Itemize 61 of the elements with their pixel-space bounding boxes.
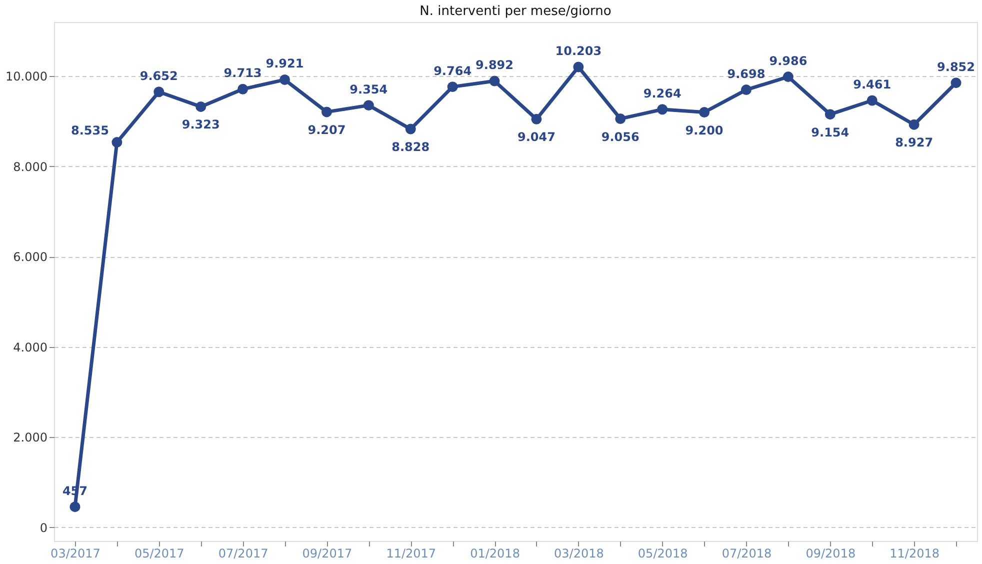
data-label: 9.056 [601,130,640,144]
point [489,76,500,86]
data-label: 9.986 [769,54,808,68]
point [950,78,962,88]
data-label: 9.047 [517,130,556,144]
x-tick-label: 03/2017 [50,546,100,560]
data-label: 9.852 [937,60,976,74]
x-tick-label: 09/2018 [806,546,856,560]
x-tick-label: 11/2018 [890,546,940,560]
point [741,84,752,96]
data-label: 9.354 [350,82,388,96]
point [615,114,626,124]
x-tick-label: 01/2018 [470,546,520,560]
data-label: 9.713 [224,66,262,80]
point [280,74,290,85]
point [657,104,668,115]
point [363,100,374,111]
x-tick-label: 09/2017 [302,546,352,560]
y-tick-label: 2.000 [13,430,48,445]
point [866,95,878,106]
point [238,84,248,94]
x-tick-label: 05/2018 [638,546,688,560]
x-tick-label: 11/2017 [386,546,436,560]
chart-title: N. interventi per mese/giorno [420,4,612,19]
y-tick-label: 6.000 [13,250,48,264]
x-tick-label: 05/2017 [134,546,184,560]
data-label: 8.828 [392,140,430,154]
data-label: 9.154 [811,125,850,140]
point [447,82,458,92]
data-label: 9.698 [727,66,766,81]
y-tick-label: 0 [40,520,48,535]
y-tick-label: 10.000 [6,70,48,84]
x-tick-label: 07/2018 [722,546,772,560]
data-label: 8.535 [70,123,109,138]
y-tick-label: 8.000 [13,160,48,174]
point [196,101,206,112]
data-label: 8.927 [895,136,934,150]
x-tick-label: 07/2017 [218,546,268,560]
data-label: 9.207 [308,122,346,137]
data-label: 9.921 [266,56,304,71]
point [908,119,920,130]
point [782,72,794,82]
data-label: 9.461 [853,77,892,92]
x-tick-label: 03/2018 [554,546,604,560]
y-tick-label: 4.000 [13,340,48,354]
point [70,502,80,512]
data-label: 9.323 [182,118,220,132]
data-label: 9.764 [434,64,472,78]
data-label: 9.200 [685,123,724,138]
point [321,106,332,118]
point [699,107,710,118]
point [405,124,416,134]
point [112,137,122,148]
data-label: 9.264 [643,86,682,100]
data-label: 9.892 [476,58,514,72]
point [824,109,836,120]
data-label: 10.203 [555,44,602,58]
point [573,62,584,72]
point [154,86,164,98]
data-label: 9.652 [140,68,178,83]
point [531,114,542,124]
